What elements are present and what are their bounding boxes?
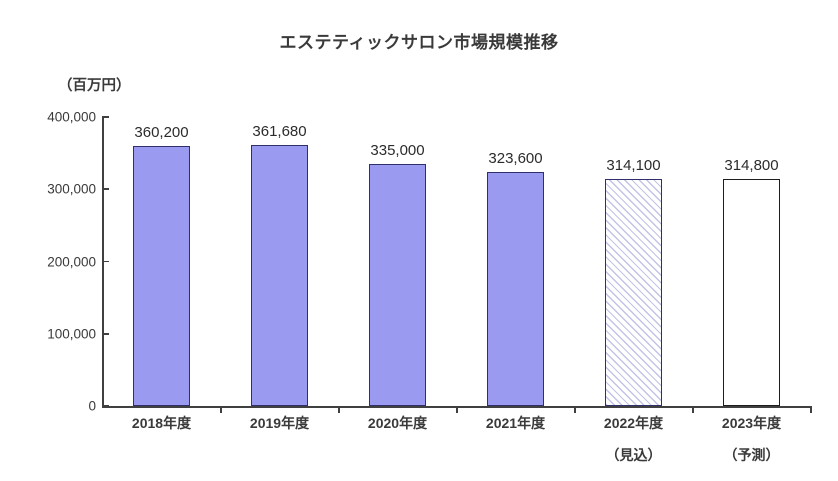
y-axis-tick-label: 100,000 xyxy=(47,326,96,342)
category-label-secondary: （見込） xyxy=(605,447,662,463)
category-label-primary: 2020年度 xyxy=(367,415,428,431)
bar-value-label: 361,680 xyxy=(252,122,307,140)
x-axis-tick xyxy=(692,406,694,413)
category-label-primary: 2023年度 xyxy=(721,415,782,431)
bar-2018年度[interactable]: 360,200 xyxy=(133,124,190,406)
y-axis-tick-label: 200,000 xyxy=(47,254,96,269)
x-axis-category-label: 2018年度 xyxy=(103,416,221,430)
x-axis-tick xyxy=(574,406,576,413)
bar-value-label: 323,600 xyxy=(488,150,543,168)
bar-2021年度[interactable]: 323,600 xyxy=(487,150,544,406)
bar-2020年度[interactable]: 335,000 xyxy=(369,142,426,406)
bar-2022年度[interactable]: 314,100 xyxy=(605,157,662,406)
y-axis-tick-label: 0 xyxy=(88,398,96,414)
y-axis-tick xyxy=(102,405,109,407)
y-axis-unit-label: （百万円） xyxy=(58,78,131,94)
category-label-secondary: （予測） xyxy=(723,447,780,463)
bar-value-label: 360,200 xyxy=(134,123,189,141)
x-axis-category-label: 2020年度 xyxy=(339,416,457,430)
x-axis-category-label: 2022年度 （見込） xyxy=(575,416,693,462)
y-axis-tick-label: 300,000 xyxy=(47,181,96,197)
category-label-primary: 2018年度 xyxy=(131,415,192,431)
category-label-primary: 2021年度 xyxy=(485,415,546,431)
bar-value-label: 335,000 xyxy=(370,141,425,159)
y-axis-tick xyxy=(102,188,109,191)
category-label-primary: 2019年度 xyxy=(249,415,310,431)
chart-title: エステティックサロン市場規模推移 xyxy=(279,33,559,52)
y-axis-tick xyxy=(102,116,109,118)
x-axis-tick xyxy=(220,406,222,413)
x-axis-tick xyxy=(456,406,458,413)
x-axis-category-label: 2021年度 xyxy=(457,416,575,430)
bar-2019年度[interactable]: 361,680 xyxy=(251,123,308,406)
plot-area: 0 100,000 200,000 300,000 400,000 360,200 361… xyxy=(47,110,812,462)
category-label-primary: 2022年度 xyxy=(603,415,664,431)
y-axis-tick xyxy=(102,332,109,335)
x-axis-category-label: 2023年度 （予測） xyxy=(693,416,811,462)
x-axis-tick xyxy=(810,406,812,413)
bar-value-label: 314,100 xyxy=(606,157,661,175)
x-axis-tick xyxy=(338,406,340,413)
y-axis-tick xyxy=(102,260,109,263)
bar-2023年度[interactable]: 314,800 xyxy=(723,157,780,406)
bar-value-label: 314,800 xyxy=(724,156,779,174)
y-axis-tick-label: 400,000 xyxy=(47,109,96,125)
x-axis-category-label: 2019年度 xyxy=(221,416,339,430)
